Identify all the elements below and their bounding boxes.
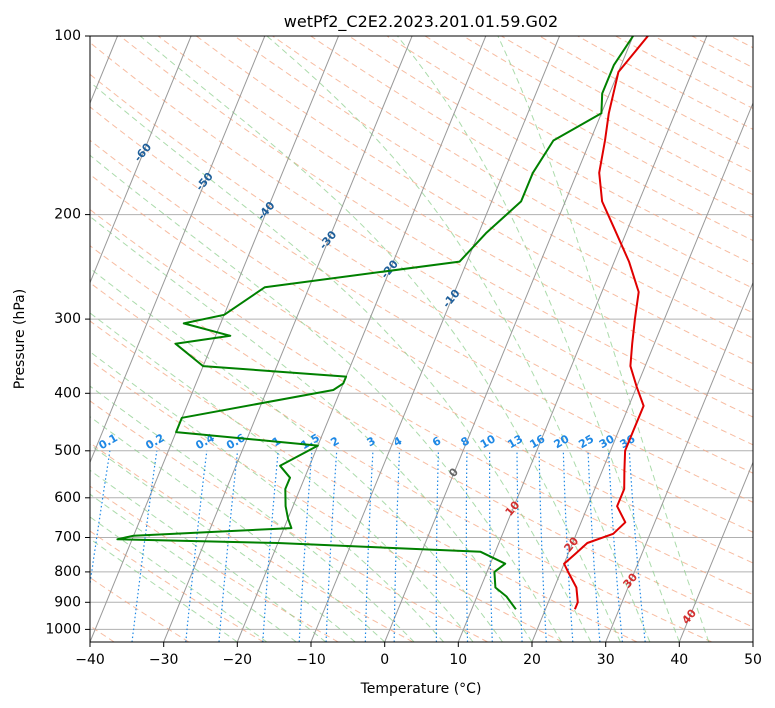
y-tick-label: 700: [54, 530, 81, 546]
x-tick-label: −20: [223, 652, 253, 668]
isotherm-line: [457, 36, 708, 642]
mixing-ratio-line: [587, 450, 601, 642]
moist-adiabat: [90, 351, 444, 642]
isotherm-line: [90, 36, 192, 284]
moist-adiabat: [497, 36, 710, 642]
isotherm-layer: [90, 36, 753, 642]
moist-adiabat: [90, 385, 415, 642]
dry-adiabat: [90, 400, 488, 642]
isotherm-line: [236, 36, 487, 642]
x-axis-label: Temperature (°C): [360, 681, 482, 697]
moist-adiabat: [90, 154, 562, 642]
tick-layer: −40 −30 −20 −10 0 10 20 30 40 50 100 200 300 400 500 60…: [45, 28, 762, 668]
x-tick-label: 10: [449, 652, 467, 668]
mixing-ratio-line: [90, 450, 111, 589]
mixing-ratio-layer: [90, 450, 646, 642]
y-tick-label: 1000: [45, 621, 81, 637]
mixing-ratio-line: [325, 450, 338, 642]
mixing-ratio-line: [562, 450, 574, 642]
isotherm-line: [605, 281, 753, 642]
moist-adiabat: [90, 538, 238, 642]
dry-adiabat: [90, 106, 753, 503]
plot-frame: [89, 35, 754, 643]
x-tick-label: 30: [597, 652, 615, 668]
grid-layer: [90, 36, 753, 630]
moist-adiabat: [266, 36, 651, 642]
dewpoint-series-line: [116, 36, 634, 610]
moist-adiabat: [139, 36, 621, 642]
moist-adiabat: [90, 416, 386, 642]
temperature-series-line: [563, 36, 649, 610]
y-tick-label: 500: [54, 443, 81, 459]
x-tick-label: −40: [75, 652, 105, 668]
adiabat-layer: [90, 36, 753, 642]
y-axis-label: Pressure (hPa): [12, 289, 28, 389]
dry-adiabat: [90, 320, 638, 642]
moist-adiabat: [90, 215, 533, 642]
dry-adiabat: [90, 139, 753, 533]
moist-adiabat: [397, 36, 680, 642]
dry-adiabat: [90, 208, 753, 596]
mixing-ratio-line: [131, 450, 158, 642]
x-tick-label: 40: [670, 652, 688, 668]
dry-adiabat: [90, 359, 563, 642]
isotherm-line: [384, 36, 634, 642]
moist-adiabat: [90, 312, 474, 642]
x-tick-label: 50: [744, 652, 762, 668]
dry-adiabat: [272, 36, 753, 314]
x-tick-label: 0: [380, 652, 389, 668]
y-tick-label: 300: [54, 311, 81, 327]
series-layer: [116, 36, 649, 610]
dry-adiabat: [90, 485, 339, 642]
isotherm-line: [678, 460, 753, 642]
dry-adiabat: [196, 36, 753, 365]
isotherm-line: [531, 101, 753, 642]
mixing-ratio-line: [298, 450, 313, 642]
x-tick-label: 20: [523, 652, 541, 668]
y-tick-label: 100: [54, 28, 81, 44]
dry-adiabat: [90, 245, 753, 628]
isotherm-line: [310, 36, 560, 642]
y-tick-label: 800: [54, 564, 81, 580]
mixing-ratio-line: [262, 450, 279, 642]
mixing-ratio-line: [185, 450, 208, 642]
y-tick-label: 400: [54, 385, 81, 401]
y-tick-label: 900: [54, 594, 81, 610]
isotherm-line: [90, 36, 266, 464]
mixing-ratio-line: [607, 450, 623, 642]
dry-adiabat: [90, 530, 264, 642]
x-tick-label: −10: [296, 652, 326, 668]
mixing-ratio-line: [628, 450, 646, 642]
y-tick-label: 600: [54, 490, 81, 506]
moist-adiabat: [90, 267, 503, 642]
moist-adiabat: [90, 493, 297, 642]
chart-title: wetPf2_C2E2.2023.201.01.59.G02: [284, 12, 558, 32]
mixing-ratio-line: [218, 450, 239, 642]
x-tick-label: −30: [149, 652, 179, 668]
dry-adiabat: [90, 173, 753, 564]
dry-adiabat: [157, 36, 753, 391]
dry-adiabat: [90, 73, 753, 474]
dry-adiabat: [310, 36, 753, 289]
moist-adiabat: [90, 469, 327, 642]
mixing-ratio-line: [538, 450, 547, 642]
dry-adiabat: [90, 282, 712, 642]
y-tick-label: 200: [54, 207, 81, 223]
moist-adiabat: [90, 516, 268, 642]
